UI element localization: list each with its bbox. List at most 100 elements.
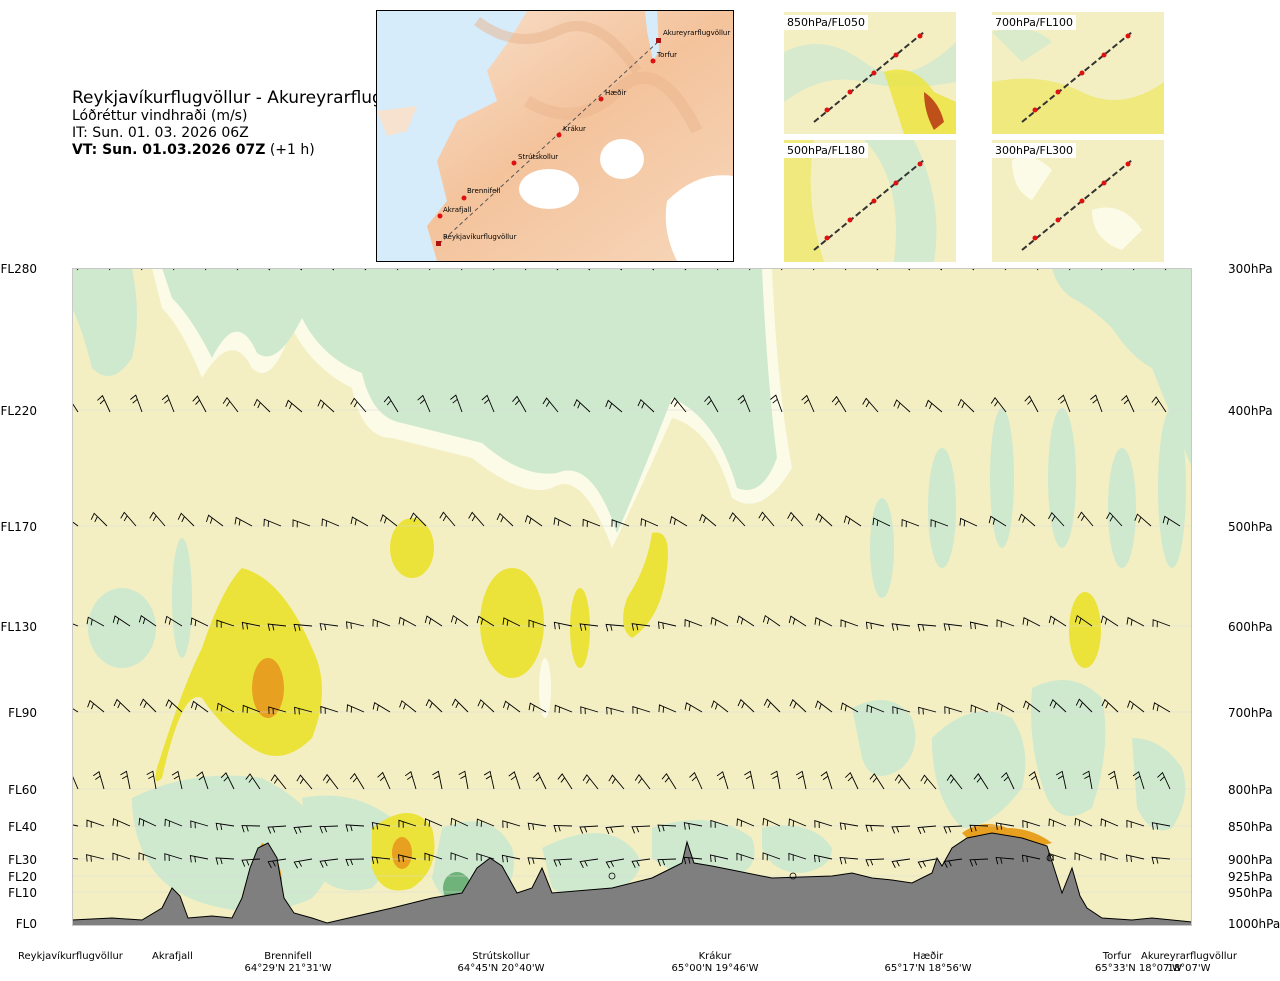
wind-barb	[631, 825, 651, 834]
wind-barb	[1074, 614, 1093, 627]
wind-barb	[728, 512, 746, 527]
wind-barb	[1100, 818, 1119, 827]
route-map: Akureyrarflugvöllur Torfur Hæðir Krákur …	[376, 10, 734, 262]
wind-barb	[1134, 513, 1152, 527]
wind-barb	[988, 515, 1007, 527]
location-name: Akureyrarflugvöllur	[1141, 951, 1238, 962]
thumbnail-300hpa[interactable]: 300hPa/FL300	[992, 140, 1164, 262]
wind-barb	[372, 701, 391, 713]
fl-label: FL280	[0, 262, 38, 276]
wind-barb	[580, 706, 599, 715]
wind-barb	[1082, 770, 1093, 790]
wind-barb	[424, 615, 443, 627]
fl-label: FL10	[8, 886, 37, 900]
waypoint-marker	[437, 213, 443, 219]
wind-barb	[501, 854, 521, 863]
wind-barb	[317, 399, 335, 413]
thumbnail-label: 300hPa/FL300	[992, 143, 1077, 158]
wind-barb	[1127, 700, 1145, 713]
wind-barb	[293, 623, 313, 632]
valid-time: VT: Sun. 01.03.2026 07Z	[72, 142, 266, 158]
wind-barb	[640, 518, 659, 527]
wind-barb	[632, 706, 651, 714]
wind-barb	[1074, 817, 1093, 827]
waypoint-marker	[650, 58, 656, 64]
wind-barb	[658, 704, 677, 713]
thumbnail-label: 850hPa/FL050	[784, 15, 869, 30]
wind-barb	[716, 771, 729, 790]
wind-barb	[383, 395, 399, 413]
wind-barb	[215, 857, 235, 865]
wind-barb	[661, 772, 677, 790]
wind-barb	[1090, 394, 1103, 413]
wind-barb	[957, 398, 975, 413]
wind-barb	[1048, 511, 1065, 527]
wind-barb	[554, 704, 573, 713]
wind-barb	[894, 774, 911, 790]
wind-barb	[736, 852, 755, 861]
wind-barb	[969, 824, 989, 833]
location-coord: 65°17'N 18°56'W	[884, 963, 972, 974]
sea-west	[377, 11, 527, 261]
wind-barb	[683, 856, 703, 865]
waypoint-akureyri-marker	[656, 38, 661, 43]
wind-barb	[969, 858, 989, 867]
wind-barb	[573, 398, 591, 413]
wind-barb	[496, 512, 514, 527]
glacier-hofsjokull	[600, 139, 644, 179]
wind-barb	[476, 818, 495, 827]
wind-barb	[524, 514, 543, 527]
light-green-region	[1052, 268, 1192, 468]
yellow-lens	[390, 518, 434, 578]
light-green-lens	[870, 498, 894, 598]
wind-barb	[736, 818, 755, 827]
wind-barb	[862, 397, 879, 413]
waypoint-label: Akureyrarflugvöllur	[663, 29, 730, 37]
yellow-lens	[623, 532, 668, 638]
thumbnail-850hpa[interactable]: 850hPa/FL050	[784, 12, 956, 134]
wind-barb	[113, 698, 131, 713]
wind-barb	[192, 395, 207, 413]
thumbnail-graphic	[992, 12, 1164, 134]
thumbnail-graphic	[784, 12, 956, 134]
thumbnail-700hpa[interactable]: 700hPa/FL100	[992, 12, 1164, 134]
wind-barb	[704, 395, 719, 413]
wind-barb	[736, 615, 755, 627]
wind-barb	[319, 825, 339, 834]
wind-barb	[161, 394, 175, 413]
calm-marker	[608, 872, 616, 880]
wind-barb	[270, 774, 287, 790]
wind-barb	[294, 706, 313, 715]
location-name: Torfur	[1102, 951, 1132, 962]
fl-label: FL170	[0, 520, 38, 534]
wind-barb	[917, 858, 937, 869]
wind-barb	[86, 616, 105, 627]
fl-label: FL30	[8, 853, 37, 867]
wind-barb	[917, 825, 937, 835]
wind-barb	[450, 614, 469, 627]
wind-barb	[450, 852, 469, 861]
wind-barb	[758, 511, 775, 527]
wind-barb	[1108, 770, 1119, 790]
terrain-profile	[71, 832, 1193, 927]
plot-frame	[72, 268, 1192, 926]
thumbnail-500hpa[interactable]: 500hPa/FL180	[784, 140, 956, 262]
wind-barb	[345, 824, 365, 832]
wind-barb	[139, 698, 157, 713]
wind-barb	[138, 817, 157, 827]
wind-barb	[93, 770, 105, 790]
wind-barb	[891, 858, 911, 868]
pale-lens	[539, 658, 551, 718]
wind-barb	[788, 818, 807, 827]
wind-barb	[839, 822, 859, 830]
wind-barb	[190, 617, 209, 627]
wind-barb	[925, 399, 943, 413]
wind-barb	[737, 698, 755, 713]
wind-barb	[190, 700, 209, 713]
pressure-label: 400hPa	[1228, 404, 1273, 418]
wind-barb	[969, 621, 989, 630]
pressure-label: 600hPa	[1228, 620, 1273, 634]
wind-barb	[865, 621, 885, 630]
valid-offset: (+1 h)	[265, 142, 315, 158]
wind-barb	[502, 820, 521, 829]
